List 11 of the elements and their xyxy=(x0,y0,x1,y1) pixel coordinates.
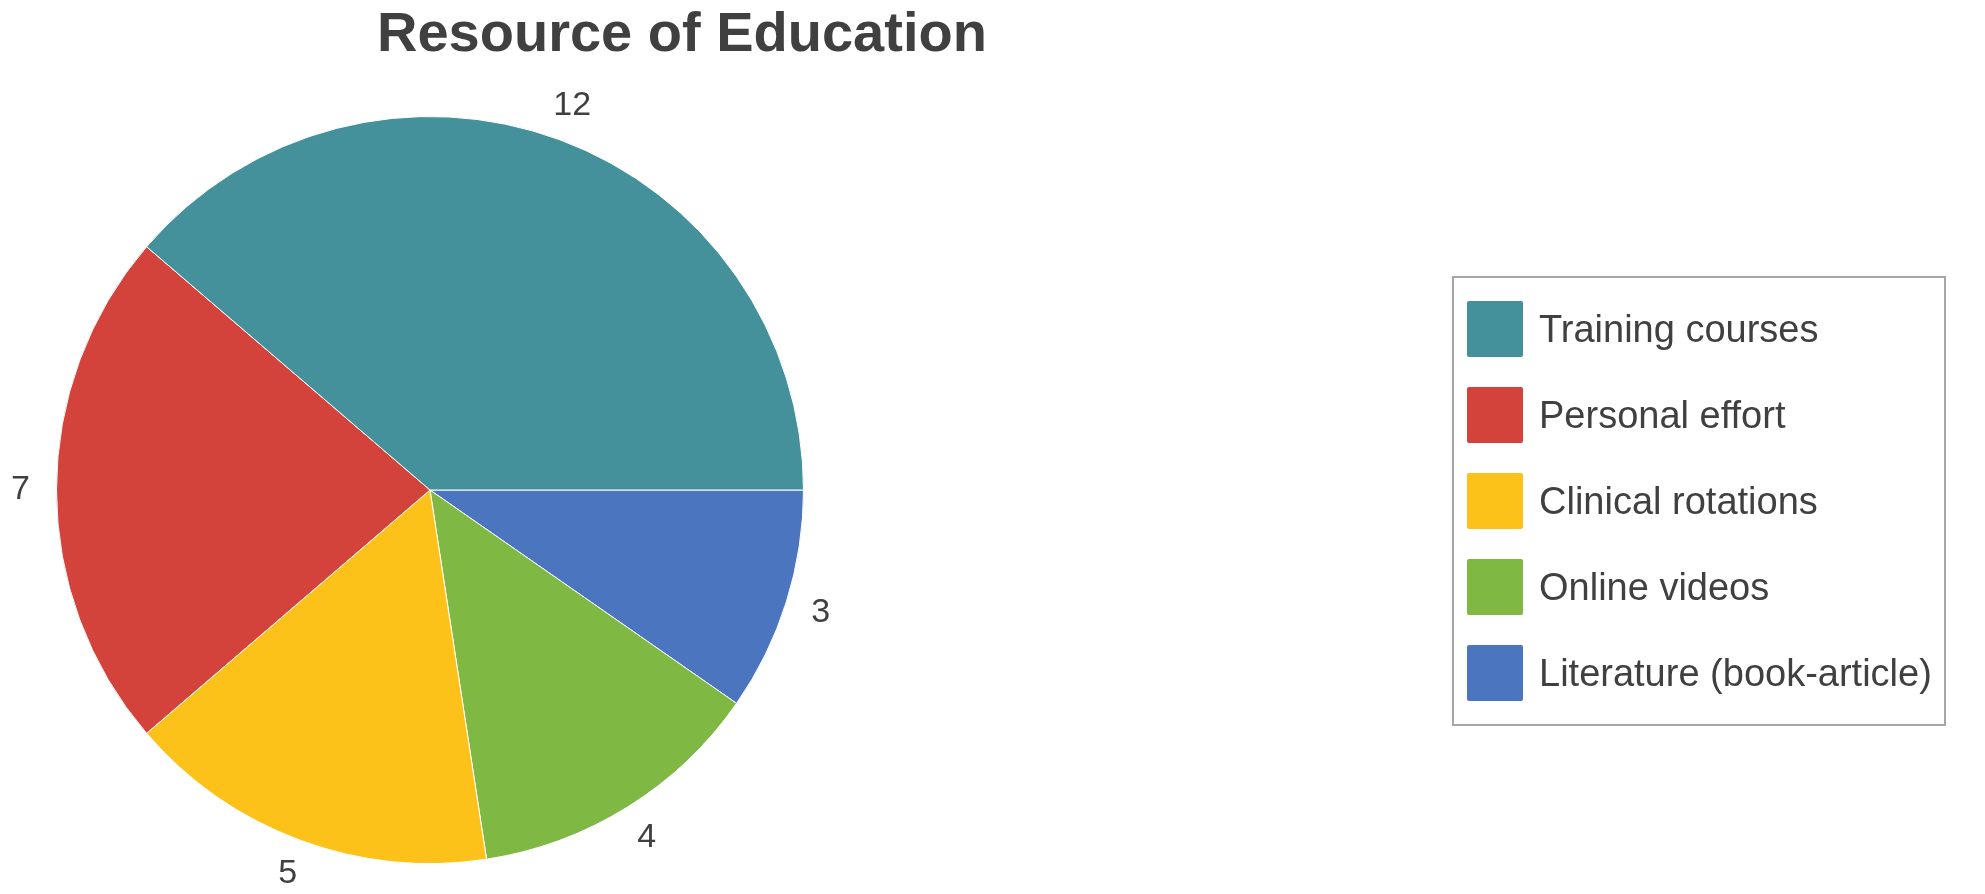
legend-label: Personal effort xyxy=(1539,393,1786,437)
legend-label: Training courses xyxy=(1539,307,1819,351)
legend-label: Literature (book-article) xyxy=(1539,651,1932,695)
data-label: 12 xyxy=(553,84,592,123)
legend-label: Clinical rotations xyxy=(1539,479,1818,523)
data-label: 4 xyxy=(637,815,657,854)
data-label: 7 xyxy=(11,468,30,507)
data-label: 5 xyxy=(278,852,298,891)
legend-label: Online videos xyxy=(1539,565,1770,609)
chart-title: Resource of Education xyxy=(377,0,987,64)
data-label: 3 xyxy=(811,590,831,629)
